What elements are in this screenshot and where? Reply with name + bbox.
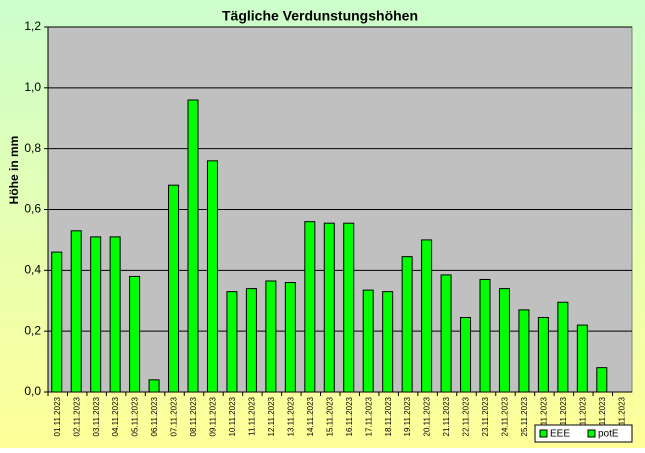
bar xyxy=(51,251,63,393)
bar xyxy=(265,280,277,393)
bar xyxy=(109,236,121,393)
bar xyxy=(284,282,296,393)
y-tick-label: 0,4 xyxy=(24,263,41,277)
y-axis-label: Höhe in mm xyxy=(7,136,21,205)
x-tick-label: 07.11.2023 xyxy=(170,396,179,436)
y-tick-label: 0,8 xyxy=(24,141,41,155)
y-tick-label: 0,2 xyxy=(24,323,41,337)
y-tick-label: 0,6 xyxy=(24,202,41,216)
bar xyxy=(460,316,472,393)
bar xyxy=(187,99,199,393)
x-tick-label: 18.11.2023 xyxy=(384,396,393,436)
bar xyxy=(557,301,569,393)
x-tick-label: 08.11.2023 xyxy=(189,396,198,436)
legend-swatch xyxy=(539,429,548,438)
x-tick-label: 17.11.2023 xyxy=(364,396,373,436)
x-tick-label: 30.11.2023 xyxy=(617,396,626,436)
chart-title: Tägliche Verdunstungshöhen xyxy=(222,8,418,24)
x-tick-label: 05.11.2023 xyxy=(131,396,140,436)
x-tick-label: 09.11.2023 xyxy=(209,396,218,436)
bar xyxy=(596,367,608,393)
bar xyxy=(148,379,160,393)
x-tick-label: 28.11.2023 xyxy=(578,396,587,436)
bar xyxy=(576,324,588,393)
x-tick-label: 25.11.2023 xyxy=(520,396,529,436)
y-tick-label: 0,0 xyxy=(24,384,41,398)
x-tick-label: 29.11.2023 xyxy=(598,396,607,436)
x-tick-label: 01.11.2023 xyxy=(53,396,62,436)
x-tick-label: 02.11.2023 xyxy=(72,396,81,436)
legend-box xyxy=(534,424,633,443)
bar xyxy=(70,230,82,393)
x-tick-label: 23.11.2023 xyxy=(481,396,490,436)
x-tick-label: 24.11.2023 xyxy=(501,396,510,436)
bar xyxy=(518,309,530,393)
bar xyxy=(206,160,218,393)
x-tick-label: 12.11.2023 xyxy=(267,396,276,436)
bar xyxy=(362,289,374,393)
bar xyxy=(537,316,549,393)
legend-label: EEE xyxy=(550,429,570,440)
legend-label: potE xyxy=(598,429,619,440)
x-tick-label: 26.11.2023 xyxy=(540,396,549,436)
bar xyxy=(323,222,335,393)
x-tick-label: 27.11.2023 xyxy=(559,396,568,436)
x-tick-label: 14.11.2023 xyxy=(306,396,315,436)
bar xyxy=(226,291,238,393)
x-tick-label: 15.11.2023 xyxy=(325,396,334,436)
x-tick-label: 20.11.2023 xyxy=(423,396,432,436)
bar xyxy=(90,236,102,393)
x-tick-label: 06.11.2023 xyxy=(150,396,159,436)
x-tick-label: 13.11.2023 xyxy=(286,396,295,436)
bar xyxy=(304,221,316,393)
bar xyxy=(245,288,257,393)
x-tick-label: 10.11.2023 xyxy=(228,396,237,436)
x-tick-label: 16.11.2023 xyxy=(345,396,354,436)
bar xyxy=(440,274,452,393)
x-tick-label: 04.11.2023 xyxy=(111,396,120,436)
bar xyxy=(382,291,394,393)
bar xyxy=(343,222,355,393)
bar xyxy=(168,184,180,393)
y-tick-label: 1,2 xyxy=(24,19,41,33)
x-tick-label: 11.11.2023 xyxy=(248,396,257,435)
bar xyxy=(479,278,491,393)
bar xyxy=(498,288,510,393)
bar xyxy=(401,256,413,393)
x-tick-label: 22.11.2023 xyxy=(462,396,471,436)
bar xyxy=(129,275,141,393)
x-tick-label: 19.11.2023 xyxy=(403,396,412,436)
legend-swatch xyxy=(587,429,596,438)
x-tick-label: 03.11.2023 xyxy=(92,396,101,436)
y-tick-label: 1,0 xyxy=(24,80,41,94)
bar xyxy=(421,239,433,393)
x-tick-label: 21.11.2023 xyxy=(442,396,451,436)
